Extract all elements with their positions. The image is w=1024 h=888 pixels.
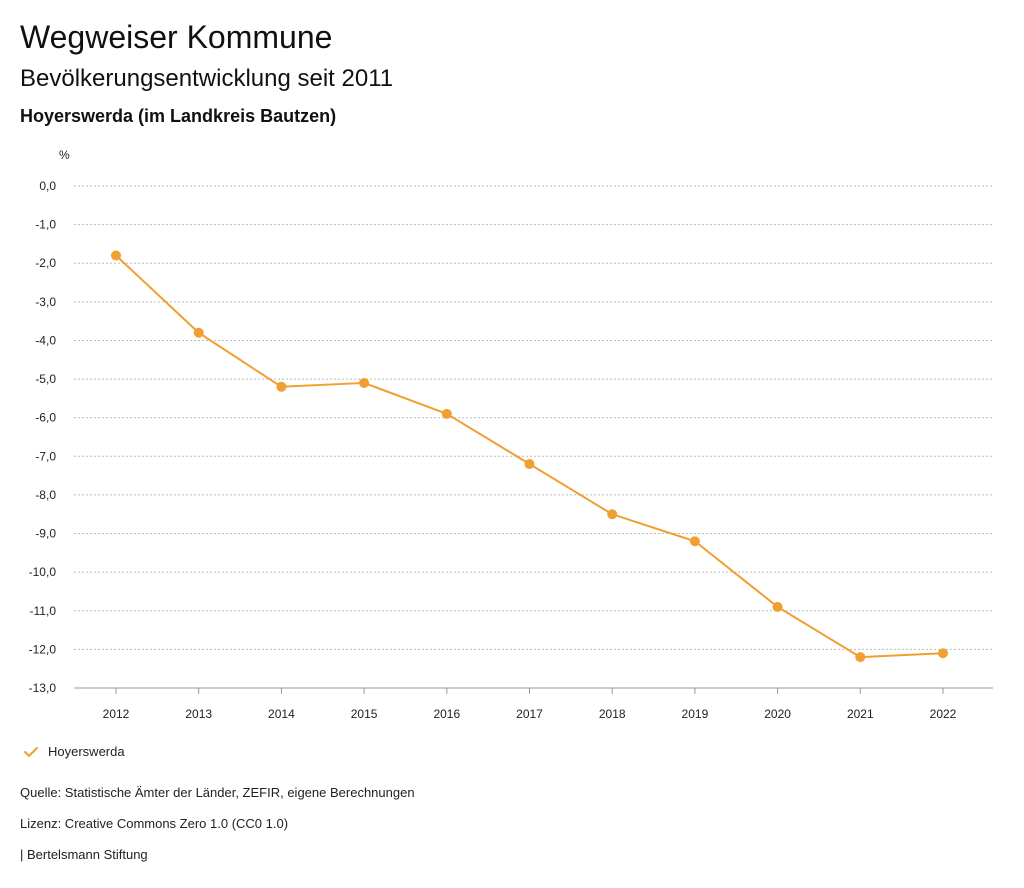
y-tick-label: -2,0 <box>35 256 56 270</box>
y-tick-label: -8,0 <box>35 488 56 502</box>
x-tick-label: 2019 <box>682 707 709 721</box>
x-tick-label: 2020 <box>764 707 791 721</box>
y-tick-label: -10,0 <box>29 565 57 579</box>
data-point[interactable] <box>772 601 783 612</box>
data-point[interactable] <box>524 459 535 470</box>
source-note: Quelle: Statistische Ämter der Länder, Z… <box>20 785 415 800</box>
x-tick-label: 2012 <box>103 707 130 721</box>
chart-subtitle: Bevölkerungsentwicklung seit 2011 <box>20 65 394 92</box>
y-axis-ticks: 0,0 -1,0 -2,0 -3,0 -4,0 -5,0 -6,0 -7,0 -8,0 -9,0 -… <box>29 179 57 695</box>
x-tick-label: 2017 <box>516 707 543 721</box>
grid-lines <box>74 185 993 689</box>
x-tick-label: 2015 <box>351 707 378 721</box>
data-point[interactable] <box>938 648 948 659</box>
brand-note: | Bertelsmann Stiftung <box>20 847 148 862</box>
x-tick-label: 2014 <box>268 707 295 721</box>
y-tick-label: -5,0 <box>35 372 56 386</box>
x-tick-label: 2021 <box>847 707 874 721</box>
y-tick-label: -4,0 <box>35 333 56 347</box>
y-tick-label: -9,0 <box>35 527 56 541</box>
data-point[interactable] <box>855 652 866 663</box>
y-tick-label: -6,0 <box>35 411 56 425</box>
data-point[interactable] <box>111 250 121 261</box>
x-tick-label: 2022 <box>930 707 957 721</box>
data-point[interactable] <box>193 327 204 338</box>
legend-label-hoyerswerda: Hoyerswerda <box>48 744 125 759</box>
x-tick-label: 2013 <box>185 707 212 721</box>
y-tick-label: -11,0 <box>30 604 57 618</box>
x-axis-ticks: 2012 2013 2014 2015 2016 2017 2018 2019 2020 2021… <box>103 688 957 721</box>
x-tick-label: 2016 <box>433 707 460 721</box>
region-label: Hoyerswerda (im Landkreis Bautzen) <box>20 106 337 126</box>
legend[interactable]: Hoyerswerda <box>24 744 125 759</box>
data-point[interactable] <box>359 377 370 388</box>
line-chart: 0,0 -1,0 -2,0 -3,0 -4,0 -5,0 -6,0 -7,0 -8,0 -9,0 -… <box>29 148 993 721</box>
y-tick-label: 0,0 <box>39 179 56 193</box>
y-axis-unit: % <box>59 148 70 162</box>
data-point[interactable] <box>607 509 618 520</box>
y-tick-label: -13,0 <box>29 681 57 695</box>
y-tick-label: -12,0 <box>29 642 57 656</box>
data-point[interactable] <box>441 408 452 419</box>
y-tick-label: -1,0 <box>35 218 56 232</box>
data-point[interactable] <box>276 381 287 392</box>
check-icon <box>24 746 38 757</box>
data-point[interactable] <box>689 536 700 547</box>
page-title: Wegweiser Kommune <box>20 19 333 55</box>
series-layer <box>111 250 948 663</box>
x-tick-label: 2018 <box>599 707 626 721</box>
y-tick-label: -3,0 <box>35 295 56 309</box>
y-tick-label: -7,0 <box>35 449 56 463</box>
license-note: Lizenz: Creative Commons Zero 1.0 (CC0 1… <box>20 816 289 831</box>
